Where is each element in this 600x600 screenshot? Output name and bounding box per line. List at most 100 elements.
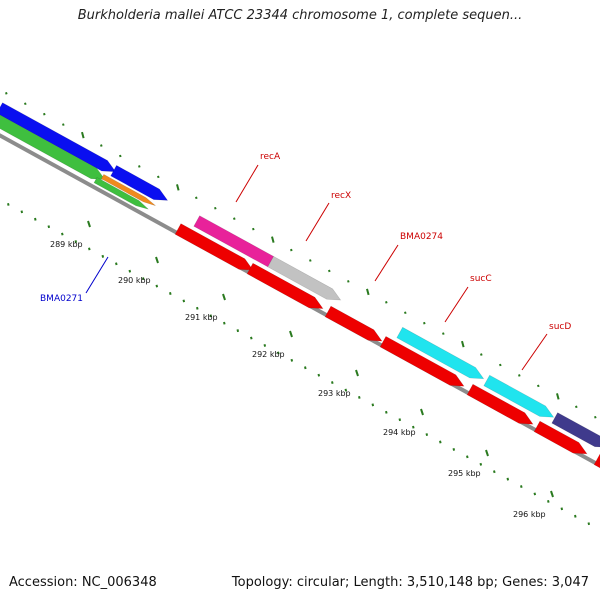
inner-dot (236, 329, 240, 333)
outer-dot (24, 102, 27, 106)
outer-dot (62, 123, 65, 126)
inner-dot (466, 455, 469, 459)
inner-dot (47, 225, 51, 229)
outer-dot (214, 206, 217, 210)
outer-dot (290, 248, 293, 252)
inner-dot (371, 403, 375, 407)
outer-dot (309, 259, 312, 262)
inner-dot (20, 210, 24, 214)
cds-red-6[interactable] (533, 420, 588, 455)
inner-dot (182, 299, 186, 303)
inner-dot (493, 470, 496, 474)
tick-label: 296 kbp (513, 510, 546, 519)
inner-dot (520, 485, 523, 488)
gene-cyan-1[interactable] (396, 326, 485, 380)
outer-dot (195, 196, 198, 200)
tick-label: 295 kbp (448, 469, 481, 478)
gene-grey[interactable] (267, 255, 342, 301)
inner-dot (574, 514, 577, 518)
scale-tick (87, 220, 91, 228)
inner-dot (479, 462, 483, 466)
leader-line (235, 164, 259, 203)
inner-dot (533, 492, 537, 496)
cds-red-7[interactable] (593, 453, 600, 485)
inner-dot (412, 425, 415, 429)
outer-dot (499, 363, 502, 367)
inner-dot (101, 254, 105, 258)
tick-label: 293 kbp (318, 389, 351, 398)
inner-dot (425, 433, 429, 437)
gene-label-BMA0274[interactable]: BMA0274 (400, 232, 443, 242)
tick-label: 294 kbp (383, 428, 416, 437)
inner-dot (385, 410, 388, 414)
gene-label-BMA0271[interactable]: BMA0271 (40, 294, 83, 304)
tick-label: 290 kbp (118, 276, 151, 285)
scale-ticks: 289 kbp 290 kbp 291 kbp 292 kbp 293 kbp 294 k… (50, 220, 554, 519)
inner-dot (560, 507, 564, 511)
outer-dot (594, 415, 597, 419)
outer-dot (271, 236, 275, 243)
cds-red-4[interactable] (379, 335, 465, 387)
scale-tick (355, 369, 359, 377)
accession-text: Accession: NC_006348 (9, 575, 157, 590)
inner-dot (155, 284, 159, 288)
scale-tick (155, 256, 159, 264)
inner-dot (439, 440, 442, 444)
inner-dot (587, 522, 591, 526)
inner-dot (169, 292, 172, 295)
gene-label-sucD[interactable]: sucD (549, 322, 571, 332)
feature-tracks[interactable] (0, 102, 600, 485)
inner-dot (7, 202, 10, 206)
gene-blue-2[interactable] (110, 164, 169, 201)
gene-blue-1[interactable] (0, 102, 117, 173)
outer-dot (480, 353, 483, 356)
gene-navy[interactable] (551, 412, 600, 448)
inner-dot (88, 247, 91, 251)
gene-label-sucC[interactable]: sucC (470, 274, 492, 284)
leader-line (521, 333, 548, 371)
gene-label-recX[interactable]: recX (331, 191, 351, 201)
outer-dot (556, 393, 560, 400)
gene-label-recA[interactable]: recA (260, 152, 281, 162)
outer-dot (81, 131, 85, 139)
outer-dot (575, 405, 578, 409)
cds-red-1[interactable] (174, 223, 254, 271)
inner-dot (74, 240, 78, 243)
gene-cyan-2[interactable] (483, 374, 555, 418)
inner-dot (263, 344, 267, 347)
outer-dot (347, 280, 350, 283)
outer-dot (233, 217, 236, 220)
outer-dot-track (5, 92, 597, 419)
leader-line (305, 202, 330, 242)
outer-dot (157, 175, 160, 179)
outer-dot (5, 92, 8, 95)
scale-tick (289, 330, 293, 338)
scale-tick (420, 408, 424, 416)
outer-dot (461, 340, 465, 348)
cds-red-2[interactable] (246, 262, 324, 309)
cds-red-3[interactable] (324, 305, 383, 342)
cds-red-5[interactable] (466, 383, 534, 425)
scale-tick (485, 449, 489, 457)
inner-dot-track (7, 202, 591, 526)
inner-dot (358, 396, 361, 399)
inner-dot (209, 314, 213, 318)
gene-labels: recA recX BMA0274 sucC sucD BMA0271 (40, 152, 571, 371)
inner-dot (506, 477, 510, 481)
outer-dot (385, 301, 388, 304)
inner-dot (331, 381, 334, 385)
inner-dot (277, 351, 280, 355)
inner-dot (317, 373, 321, 377)
outer-dot (537, 384, 540, 388)
tick-label: 292 kbp (252, 350, 285, 359)
inner-dot (115, 262, 118, 266)
gene-green-2[interactable] (93, 176, 149, 210)
tick-label: 291 kbp (185, 313, 218, 322)
outer-dot (138, 165, 141, 168)
scale-tick (222, 293, 226, 301)
gene-orange[interactable] (100, 173, 156, 206)
topology-stats: Topology: circular; Length: 3,510,148 bp… (231, 575, 589, 590)
inner-dot (61, 232, 64, 236)
outer-dot (366, 288, 370, 296)
